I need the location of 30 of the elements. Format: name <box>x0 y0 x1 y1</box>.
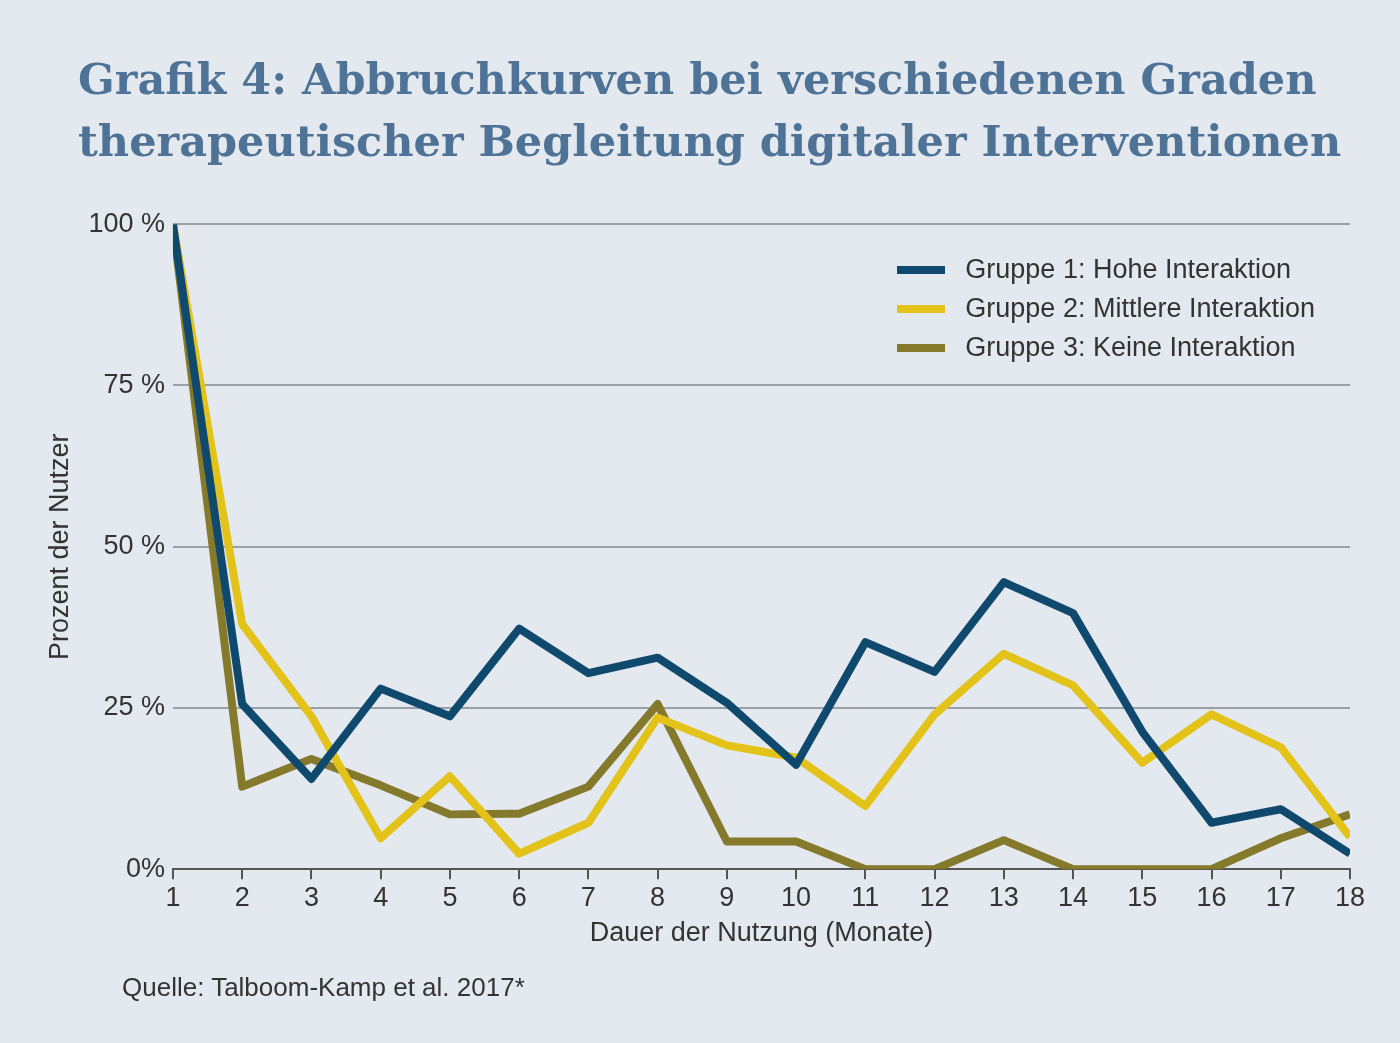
x-tick-label: 9 <box>719 881 735 912</box>
x-tick-label: 13 <box>988 881 1019 912</box>
legend-label: Gruppe 1: Hohe Interaktion <box>965 254 1292 285</box>
chart-title: Grafik 4: Abbruchkurven bei verschiedenen Graden therapeutischer Begleitung digitaler Interventionen <box>78 53 1343 168</box>
legend-label: Gruppe 2: Mittlere Interaktion <box>965 293 1315 324</box>
x-tick-label: 14 <box>1058 881 1089 912</box>
x-tick-label: 4 <box>373 881 389 912</box>
y-tick-label: 50 % <box>103 530 165 561</box>
x-tick-label: 3 <box>303 881 319 912</box>
x-tick-label: 2 <box>234 881 250 912</box>
y-tick-label: 0% <box>125 852 165 883</box>
x-tick-label: 6 <box>511 881 527 912</box>
x-tick-label: 17 <box>1265 881 1296 912</box>
y-tick-label: 75 % <box>103 368 165 399</box>
x-tick-label: 7 <box>580 881 596 912</box>
x-tick-label: 10 <box>781 881 812 912</box>
source-note: Quelle: Talboom-Kamp et al. 2017* <box>122 972 525 1003</box>
y-tick-label: 25 % <box>103 691 165 722</box>
x-tick-label: 12 <box>919 881 950 912</box>
legend-label: Gruppe 3: Keine Interaktion <box>965 332 1296 363</box>
y-axis-title: Prozent der Nutzer <box>43 433 74 660</box>
x-tick-label: 18 <box>1334 881 1366 912</box>
x-tick-label: 5 <box>442 881 458 912</box>
x-tick-label: 15 <box>1127 881 1158 912</box>
x-tick-label: 16 <box>1196 881 1227 912</box>
y-tick-label: 100 % <box>88 207 165 238</box>
x-tick-label: 1 <box>165 881 181 912</box>
x-tick-label: 11 <box>851 881 880 912</box>
x-axis-title: Dauer der Nutzung (Monate) <box>589 917 934 948</box>
x-tick-label: 8 <box>650 881 666 912</box>
